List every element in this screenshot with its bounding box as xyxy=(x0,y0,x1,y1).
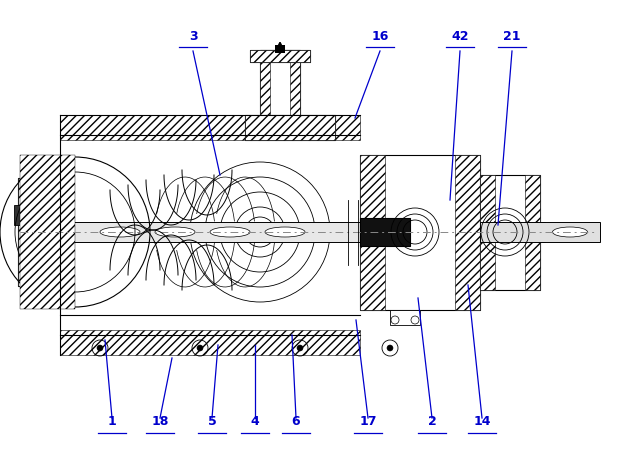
Bar xyxy=(60,330,360,355)
Text: 6: 6 xyxy=(292,415,300,428)
Bar xyxy=(360,218,410,246)
Bar xyxy=(245,115,335,140)
Bar xyxy=(18,178,60,286)
Bar xyxy=(14,205,22,225)
Bar xyxy=(275,45,285,53)
Ellipse shape xyxy=(100,227,140,237)
Text: 1: 1 xyxy=(107,415,117,428)
Bar xyxy=(455,155,480,310)
Text: 18: 18 xyxy=(151,415,168,428)
Bar xyxy=(525,175,540,290)
Circle shape xyxy=(197,345,203,351)
Text: 42: 42 xyxy=(451,30,469,43)
Bar xyxy=(250,50,310,62)
Bar xyxy=(250,50,310,62)
Circle shape xyxy=(387,345,393,351)
Bar xyxy=(60,115,360,140)
Circle shape xyxy=(97,345,103,351)
Text: 2: 2 xyxy=(428,415,436,428)
Bar xyxy=(245,115,335,140)
Bar xyxy=(20,155,75,309)
Ellipse shape xyxy=(155,227,195,237)
Text: 17: 17 xyxy=(359,415,377,428)
Bar xyxy=(480,175,540,290)
Text: 14: 14 xyxy=(473,415,491,428)
Bar xyxy=(18,178,60,286)
Bar xyxy=(260,50,300,120)
Bar xyxy=(360,155,480,310)
Bar xyxy=(290,50,300,120)
Ellipse shape xyxy=(265,227,305,237)
Bar xyxy=(480,222,600,242)
Text: 5: 5 xyxy=(208,415,217,428)
Bar xyxy=(480,175,495,290)
Bar xyxy=(260,50,270,120)
Text: 16: 16 xyxy=(371,30,389,43)
Bar xyxy=(390,310,420,325)
Ellipse shape xyxy=(210,227,250,237)
Text: 3: 3 xyxy=(189,30,197,43)
Circle shape xyxy=(297,345,303,351)
Ellipse shape xyxy=(552,227,587,237)
Text: 4: 4 xyxy=(251,415,259,428)
Bar xyxy=(55,222,545,242)
Bar xyxy=(360,155,385,310)
Text: 21: 21 xyxy=(503,30,521,43)
